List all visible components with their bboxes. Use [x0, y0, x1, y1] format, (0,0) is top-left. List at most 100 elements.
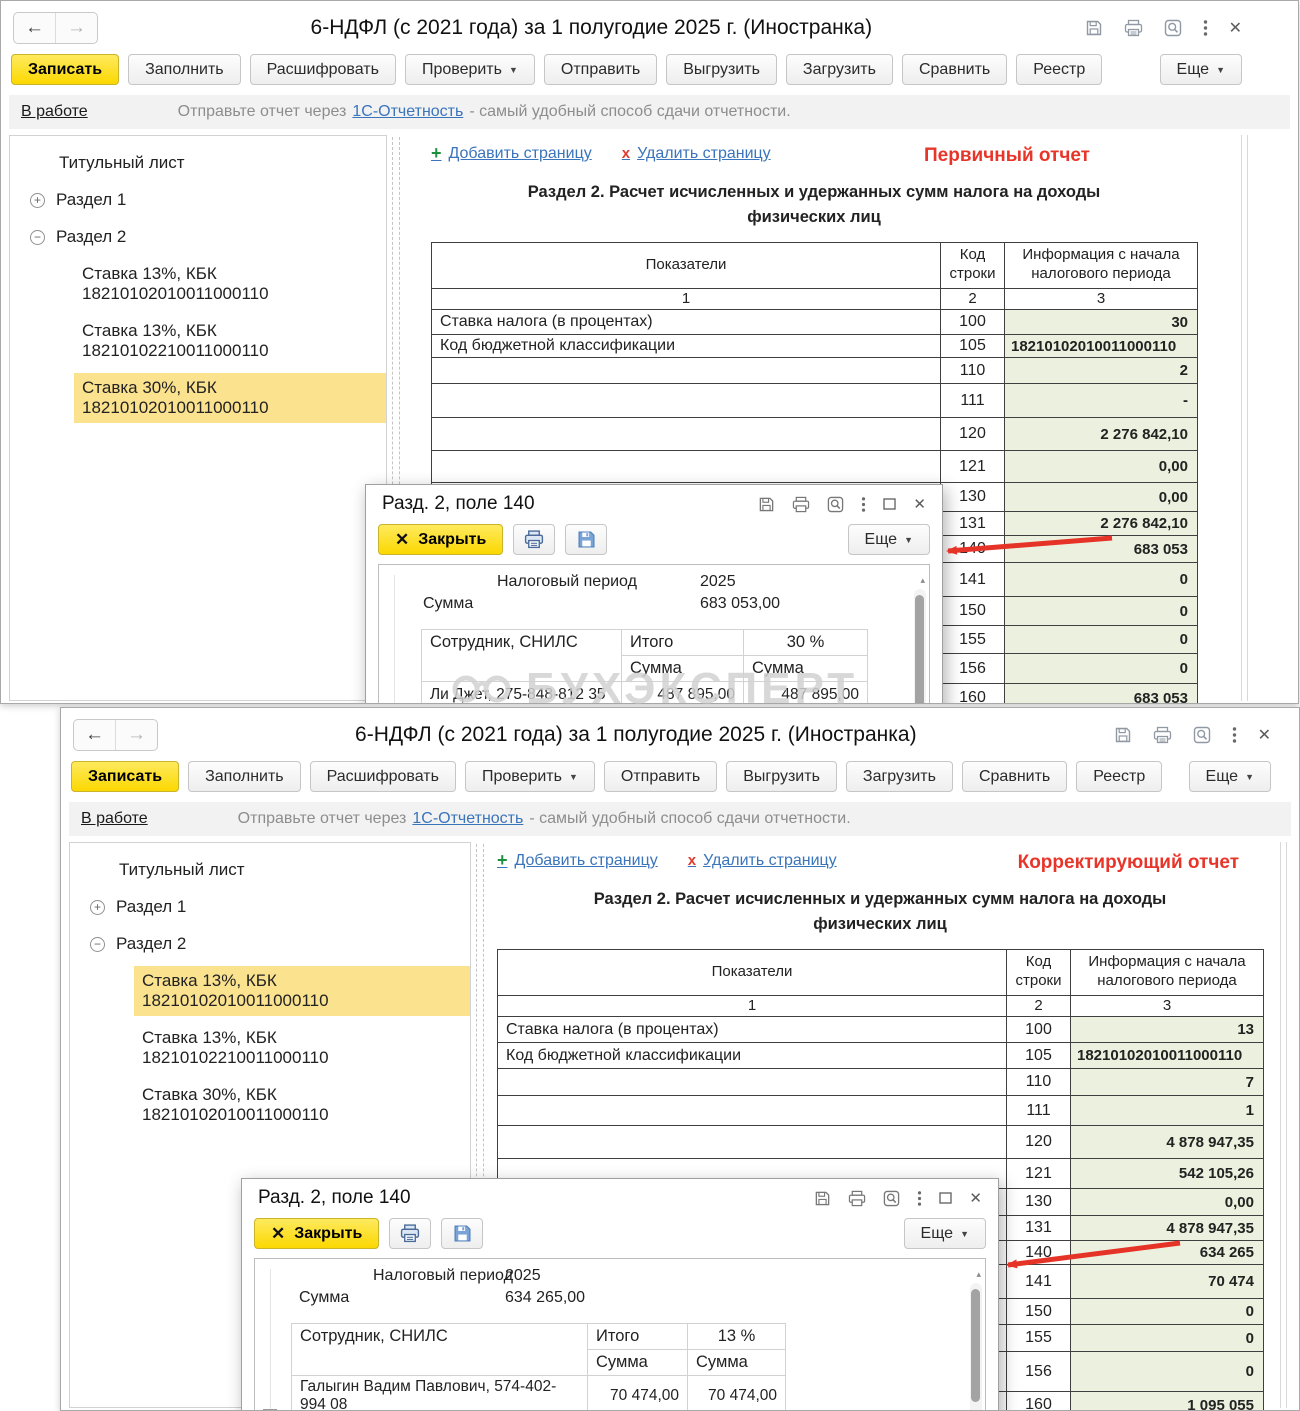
tree-item-rate-30[interactable]: Ставка 30%, КБК 18210102010011000110 — [142, 1085, 329, 1124]
forward-button[interactable]: → — [115, 720, 157, 750]
search-icon[interactable] — [883, 1190, 900, 1207]
status-state-link[interactable]: В работе — [21, 103, 88, 120]
field-150[interactable]: 0 — [1070, 1298, 1264, 1326]
kebab-menu-icon[interactable] — [861, 496, 866, 513]
popup-more-button[interactable]: Еще ▼ — [903, 1218, 986, 1249]
more-button[interactable]: Еще ▼ — [1159, 54, 1242, 85]
vertical-scrollbar[interactable] — [970, 1283, 982, 1410]
popup-print-button[interactable] — [513, 524, 556, 555]
tree-item-section1[interactable]: + Раздел 1 — [22, 185, 134, 215]
field-155[interactable]: 0 — [1004, 625, 1198, 655]
expand-icon[interactable]: + — [30, 192, 45, 208]
unload-button[interactable]: Выгрузить — [666, 54, 777, 85]
field-105[interactable]: 18210102010011000110 — [1004, 334, 1198, 359]
more-button[interactable]: Еще ▼ — [1188, 761, 1271, 792]
send-button[interactable]: Отправить — [603, 761, 718, 792]
field-111[interactable]: 1 — [1070, 1095, 1264, 1127]
tree-item-title-page[interactable]: Титульный лист — [59, 153, 185, 172]
save-icon[interactable] — [1114, 726, 1132, 744]
collapse-icon[interactable]: − — [30, 229, 45, 245]
maximize-icon[interactable] — [883, 498, 897, 510]
collapse-icon[interactable]: − — [90, 936, 105, 952]
field-111[interactable]: - — [1004, 383, 1198, 419]
add-page-link[interactable]: + Добавить страницу — [431, 143, 592, 163]
check-button[interactable]: Проверить ▼ — [464, 761, 595, 792]
save-icon[interactable] — [814, 1190, 831, 1207]
registry-button[interactable]: Реестр — [1076, 761, 1163, 792]
field-121[interactable]: 0,00 — [1004, 450, 1198, 484]
fill-button[interactable]: Заполнить — [188, 761, 301, 792]
field-105[interactable]: 18210102010011000110 — [1070, 1042, 1264, 1070]
field-100[interactable]: 13 — [1070, 1016, 1264, 1044]
kebab-menu-icon[interactable] — [1232, 726, 1237, 744]
field-130[interactable]: 0,00 — [1070, 1188, 1264, 1217]
tree-item-rate-30[interactable]: Ставка 30%, КБК 18210102010011000110 — [74, 373, 386, 423]
field-131[interactable]: 2 276 842,10 — [1004, 511, 1198, 537]
popup-print-button[interactable] — [389, 1218, 432, 1249]
popup-save-button[interactable] — [565, 524, 608, 555]
expand-icon[interactable]: + — [90, 899, 105, 915]
compare-button[interactable]: Сравнить — [961, 761, 1068, 792]
fill-button[interactable]: Заполнить — [128, 54, 241, 85]
field-155[interactable]: 0 — [1070, 1324, 1264, 1353]
scroll-up-icon[interactable]: ▴ — [920, 575, 925, 585]
field-160[interactable]: 1 095 055 — [1070, 1391, 1264, 1410]
save-icon[interactable] — [1085, 19, 1103, 37]
print-icon[interactable] — [1124, 19, 1143, 37]
field-141[interactable]: 0 — [1004, 562, 1198, 598]
registry-button[interactable]: Реестр — [1016, 54, 1103, 85]
save-button[interactable]: Записать — [11, 54, 120, 85]
close-icon[interactable]: ✕ — [1228, 20, 1242, 37]
popup-more-button[interactable]: Еще ▼ — [847, 524, 930, 555]
tree-item-rate-13-2[interactable]: Ставка 13%, КБК 18210102210011000110 — [82, 321, 269, 360]
delete-page-link[interactable]: x Удалить страницу — [687, 851, 837, 870]
unload-button[interactable]: Выгрузить — [726, 761, 837, 792]
kebab-menu-icon[interactable] — [917, 1190, 922, 1207]
reporting-service-link[interactable]: 1С-Отчетность — [352, 103, 464, 120]
field-131[interactable]: 4 878 947,35 — [1070, 1215, 1264, 1242]
panel-splitter[interactable] — [471, 842, 489, 1408]
search-icon[interactable] — [1164, 19, 1182, 37]
load-button[interactable]: Загрузить — [845, 761, 953, 792]
tree-item-section1[interactable]: + Раздел 1 — [82, 892, 194, 922]
popup-save-button[interactable] — [441, 1218, 484, 1249]
field-140[interactable]: 683 053 — [1004, 535, 1198, 564]
reporting-service-link[interactable]: 1С-Отчетность — [412, 810, 524, 827]
compare-button[interactable]: Сравнить — [901, 54, 1008, 85]
scroll-up-icon[interactable]: ▴ — [976, 1269, 981, 1279]
save-button[interactable]: Записать — [71, 761, 180, 792]
print-icon[interactable] — [848, 1190, 866, 1207]
load-button[interactable]: Загрузить — [785, 54, 893, 85]
panel-splitter[interactable] — [387, 135, 405, 701]
field-140[interactable]: 634 265 — [1070, 1240, 1264, 1266]
tree-item-rate-13-2[interactable]: Ставка 13%, КБК 18210102210011000110 — [142, 1028, 329, 1067]
maximize-icon[interactable] — [939, 1192, 953, 1204]
field-141[interactable]: 70 474 — [1070, 1264, 1264, 1300]
search-icon[interactable] — [827, 496, 844, 513]
field-121[interactable]: 542 105,26 — [1070, 1158, 1264, 1190]
close-popup-button[interactable]: ✕ Закрыть — [378, 524, 504, 555]
close-icon[interactable]: ✕ — [913, 496, 926, 513]
close-popup-button[interactable]: ✕ Закрыть — [254, 1218, 380, 1249]
tree-item-title-page[interactable]: Титульный лист — [119, 860, 245, 879]
field-110[interactable]: 7 — [1070, 1068, 1264, 1097]
tree-item-rate-13-1[interactable]: Ставка 13%, КБК 18210102010011000110 — [82, 264, 269, 303]
delete-page-link[interactable]: x Удалить страницу — [621, 144, 771, 163]
send-button[interactable]: Отправить — [543, 54, 658, 85]
group-collapse-box[interactable]: − — [263, 1409, 277, 1410]
check-button[interactable]: Проверить ▼ — [404, 54, 535, 85]
close-icon[interactable]: ✕ — [1257, 727, 1271, 744]
field-120[interactable]: 4 878 947,35 — [1070, 1125, 1264, 1160]
add-page-link[interactable]: + Добавить страницу — [497, 850, 658, 870]
forward-button[interactable]: → — [55, 13, 97, 43]
field-130[interactable]: 0,00 — [1004, 482, 1198, 513]
field-160[interactable]: 683 053 — [1004, 683, 1198, 703]
decode-button[interactable]: Расшифровать — [309, 761, 456, 792]
back-button[interactable]: ← — [25, 17, 44, 38]
field-156[interactable]: 0 — [1004, 653, 1198, 685]
vertical-scrollbar[interactable] — [914, 589, 926, 703]
status-state-link[interactable]: В работе — [81, 810, 148, 827]
back-button[interactable]: ← — [85, 724, 104, 745]
print-icon[interactable] — [792, 496, 810, 513]
close-icon[interactable]: ✕ — [969, 1190, 982, 1207]
